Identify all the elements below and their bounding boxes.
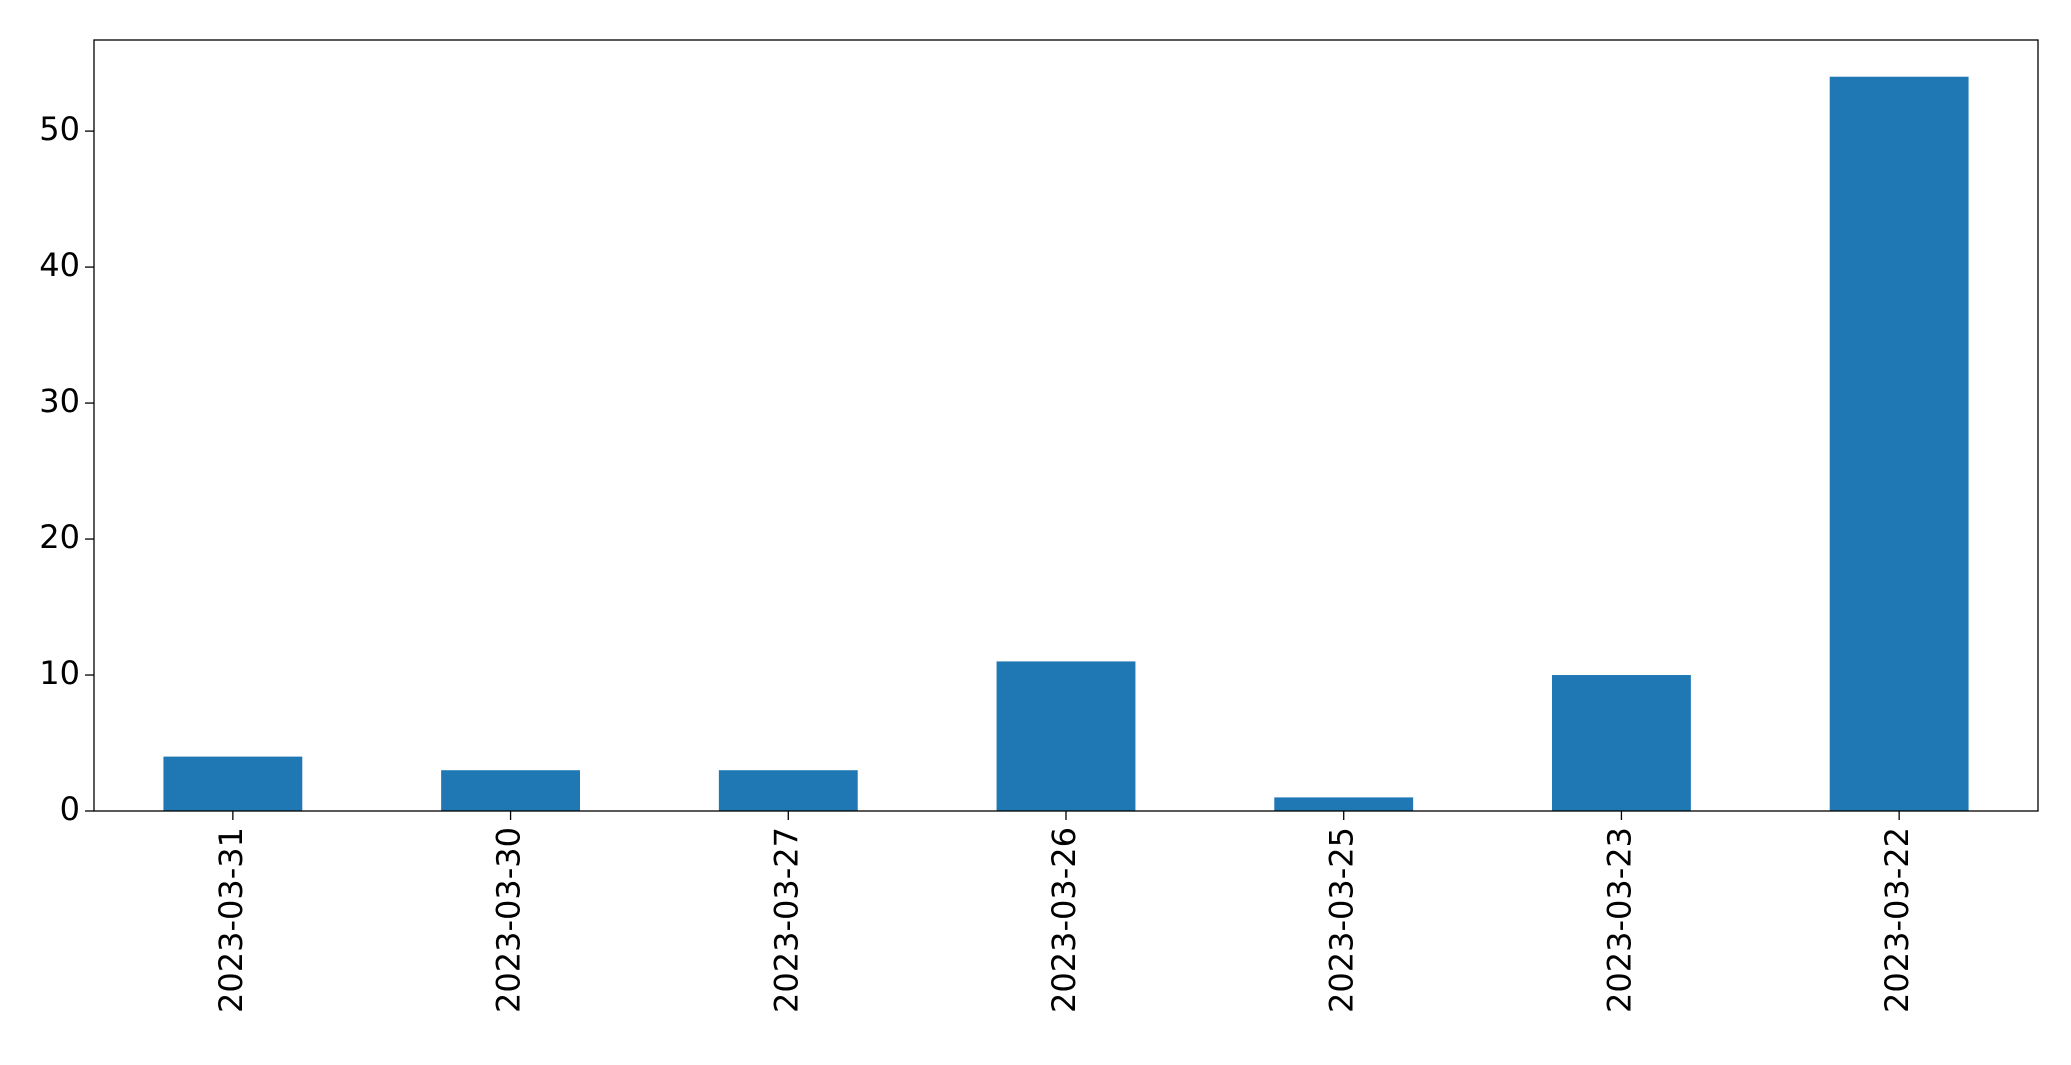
bar (1552, 675, 1691, 811)
x-tick-label: 2023-03-22 (1878, 827, 1916, 1013)
x-tick-label: 2023-03-25 (1323, 827, 1361, 1013)
x-tick-label: 2023-03-23 (1600, 827, 1638, 1013)
x-tick-label: 2023-03-27 (767, 827, 805, 1013)
bar (718, 770, 858, 811)
y-tick-label: 10 (39, 654, 80, 692)
y-tick-label: 0 (60, 790, 80, 828)
bar (996, 661, 1136, 811)
bar (1829, 76, 1969, 811)
y-tick-label: 40 (39, 246, 80, 284)
bar (163, 756, 303, 811)
x-tick-label: 2023-03-30 (490, 827, 528, 1013)
y-tick-label: 20 (39, 518, 80, 556)
bar (1274, 797, 1414, 811)
y-tick-label: 30 (39, 382, 80, 420)
x-tick-label: 2023-03-26 (1045, 827, 1083, 1013)
x-tick-label: 2023-03-31 (212, 827, 250, 1013)
plot-frame (93, 39, 2039, 812)
bar (441, 770, 580, 811)
y-tick-label: 50 (39, 110, 80, 148)
